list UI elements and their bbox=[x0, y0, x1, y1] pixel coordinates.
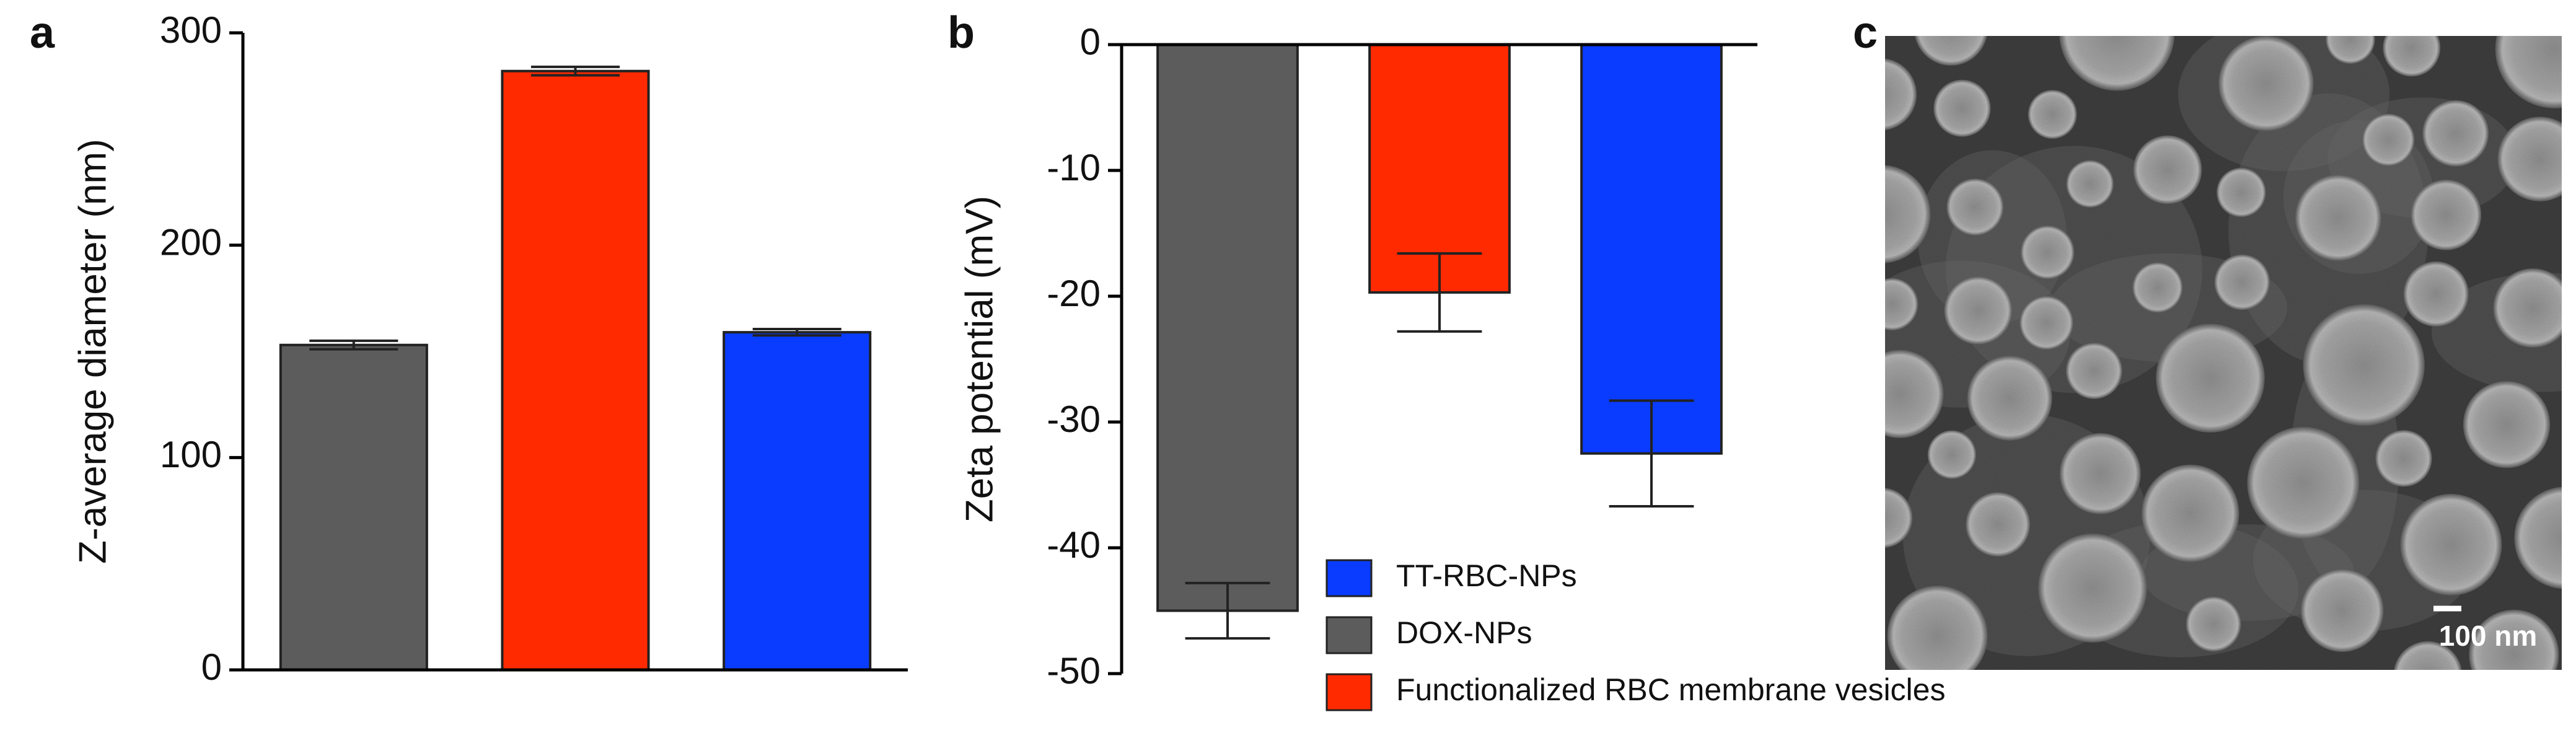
legend-label: Functionalized RBC membrane vesicles bbox=[1396, 672, 1945, 707]
error-bar bbox=[530, 65, 620, 77]
legend-label: DOX-NPs bbox=[1396, 615, 1532, 650]
y-tick-label: 0 bbox=[1080, 21, 1101, 63]
y-tick-label: -10 bbox=[1047, 147, 1101, 188]
y-tick-label: 0 bbox=[201, 646, 222, 688]
y-tick-label: 100 bbox=[160, 434, 222, 475]
panel-label: b bbox=[947, 8, 975, 58]
bar bbox=[723, 331, 872, 671]
y-axis-title: Z-average diameter (nm) bbox=[71, 139, 114, 564]
panel-label: c bbox=[1853, 8, 1878, 58]
tem-grain bbox=[1885, 36, 2562, 670]
panel-label: a bbox=[30, 8, 55, 58]
y-tick-label: -50 bbox=[1047, 650, 1101, 692]
y-tick-label: -40 bbox=[1047, 524, 1101, 566]
legend-label: TT-RBC-NPs bbox=[1396, 558, 1577, 593]
legend-swatch bbox=[1325, 559, 1373, 597]
error-bar bbox=[1609, 399, 1694, 508]
legend-swatch bbox=[1325, 616, 1373, 654]
bar bbox=[1368, 43, 1511, 294]
tem-image bbox=[1885, 36, 2562, 670]
y-tick-label: 200 bbox=[160, 222, 222, 263]
error-bar bbox=[1397, 252, 1482, 333]
scale-bar-label: 100 nm bbox=[2439, 620, 2538, 652]
error-bar bbox=[1185, 581, 1270, 640]
y-tick-label: 300 bbox=[160, 9, 222, 51]
legend-swatch bbox=[1325, 673, 1373, 711]
bar bbox=[279, 343, 428, 671]
error-bar bbox=[309, 339, 398, 351]
bar bbox=[501, 69, 650, 672]
bar bbox=[1156, 43, 1299, 612]
y-tick-label: -20 bbox=[1047, 273, 1101, 314]
error-bar bbox=[752, 328, 842, 337]
y-tick-label: -30 bbox=[1047, 398, 1101, 440]
bar bbox=[1580, 43, 1723, 455]
y-axis-title: Zeta potential (mV) bbox=[958, 196, 1001, 522]
